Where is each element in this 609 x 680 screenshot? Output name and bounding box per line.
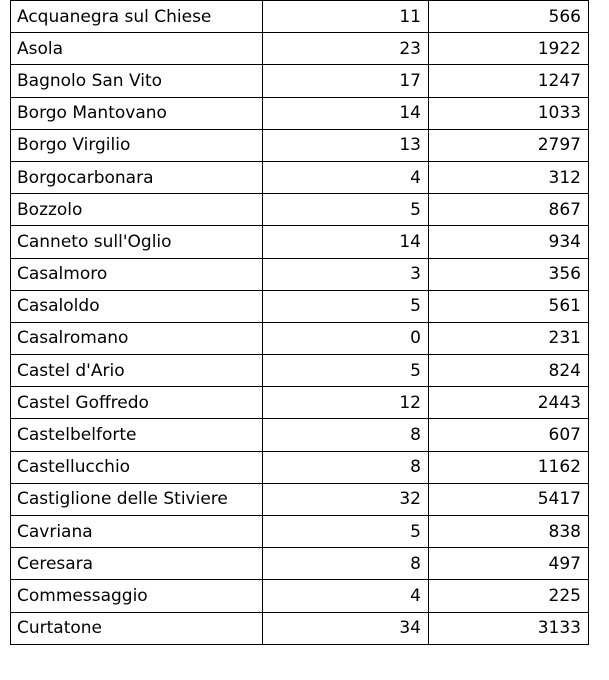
value-column-2: 2443 xyxy=(428,386,589,420)
municipality-name: Borgocarbonara xyxy=(10,160,263,195)
table-row: Bozzolo 5 867 xyxy=(10,193,589,227)
table-row: Castel Goffredo 12 2443 xyxy=(10,386,589,420)
value-column-1: 4 xyxy=(262,160,429,195)
table-row: Commessaggio 4 225 xyxy=(10,579,589,613)
value-column-1: 11 xyxy=(262,0,429,34)
municipality-name: Castellucchio xyxy=(10,450,263,484)
value-column-1: 34 xyxy=(262,611,429,645)
value-column-2: 1162 xyxy=(428,450,589,484)
table-row: Castelbelforte 8 607 xyxy=(10,418,589,452)
value-column-1: 4 xyxy=(262,579,429,613)
table-row: Cavriana 5 838 xyxy=(10,514,589,549)
municipality-name: Casaloldo xyxy=(10,289,263,323)
value-column-2: 1247 xyxy=(428,64,589,98)
value-column-1: 12 xyxy=(262,386,429,420)
value-column-1: 0 xyxy=(262,321,429,356)
value-column-1: 23 xyxy=(262,32,429,66)
value-column-2: 2797 xyxy=(428,128,589,162)
municipality-name: Acquanegra sul Chiese xyxy=(10,0,263,34)
value-column-1: 5 xyxy=(262,193,429,227)
value-column-1: 8 xyxy=(262,450,429,484)
table-row: Acquanegra sul Chiese 11 566 xyxy=(10,0,589,34)
value-column-1: 8 xyxy=(262,418,429,452)
table-row: Castiglione delle Stiviere 32 5417 xyxy=(10,482,589,517)
value-column-1: 5 xyxy=(262,514,429,549)
value-column-2: 566 xyxy=(428,0,589,34)
value-column-2: 607 xyxy=(428,418,589,452)
table-row: Casalmoro 3 356 xyxy=(10,257,589,291)
municipality-name: Bagnolo San Vito xyxy=(10,64,263,98)
value-column-2: 356 xyxy=(428,257,589,291)
municipality-name: Casalmoro xyxy=(10,257,263,291)
municipality-name: Curtatone xyxy=(10,611,263,645)
value-column-2: 312 xyxy=(428,160,589,195)
value-column-2: 497 xyxy=(428,547,589,581)
municipality-table: Acquanegra sul Chiese 11 566 Asola 23 1922 B… xyxy=(10,0,589,645)
value-column-2: 5417 xyxy=(428,482,589,517)
municipality-name: Castel Goffredo xyxy=(10,386,263,420)
table-row: Curtatone 34 3133 xyxy=(10,611,589,645)
value-column-1: 5 xyxy=(262,289,429,323)
table-row: Asola 23 1922 xyxy=(10,32,589,66)
value-column-2: 1033 xyxy=(428,96,589,130)
value-column-2: 225 xyxy=(428,579,589,613)
table-row: Borgocarbonara 4 312 xyxy=(10,160,589,195)
table-row: Castellucchio 8 1162 xyxy=(10,450,589,484)
municipality-name: Commessaggio xyxy=(10,579,263,613)
value-column-2: 838 xyxy=(428,514,589,549)
value-column-2: 824 xyxy=(428,354,589,388)
municipality-name: Casalromano xyxy=(10,321,263,356)
value-column-1: 32 xyxy=(262,482,429,517)
municipality-name: Bozzolo xyxy=(10,193,263,227)
municipality-name: Castiglione delle Stiviere xyxy=(10,482,263,517)
table-row: Borgo Virgilio 13 2797 xyxy=(10,128,589,162)
table-row: Ceresara 8 497 xyxy=(10,547,589,581)
value-column-1: 14 xyxy=(262,96,429,130)
municipality-name: Canneto sull'Oglio xyxy=(10,225,263,259)
municipality-name: Ceresara xyxy=(10,547,263,581)
value-column-1: 5 xyxy=(262,354,429,388)
value-column-1: 14 xyxy=(262,225,429,259)
municipality-name: Borgo Mantovano xyxy=(10,96,263,130)
value-column-2: 934 xyxy=(428,225,589,259)
table-row: Castel d'Ario 5 824 xyxy=(10,354,589,388)
table-row: Bagnolo San Vito 17 1247 xyxy=(10,64,589,98)
table-row: Casalromano 0 231 xyxy=(10,321,589,356)
value-column-2: 561 xyxy=(428,289,589,323)
value-column-2: 1922 xyxy=(428,32,589,66)
value-column-1: 13 xyxy=(262,128,429,162)
table-body: Acquanegra sul Chiese 11 566 Asola 23 1922 B… xyxy=(10,0,589,645)
municipality-name: Borgo Virgilio xyxy=(10,128,263,162)
value-column-2: 3133 xyxy=(428,611,589,645)
value-column-1: 17 xyxy=(262,64,429,98)
table-row: Casaloldo 5 561 xyxy=(10,289,589,323)
municipality-name: Castelbelforte xyxy=(10,418,263,452)
municipality-name: Castel d'Ario xyxy=(10,354,263,388)
value-column-2: 867 xyxy=(428,193,589,227)
table-row: Canneto sull'Oglio 14 934 xyxy=(10,225,589,259)
value-column-1: 8 xyxy=(262,547,429,581)
table-row: Borgo Mantovano 14 1033 xyxy=(10,96,589,130)
value-column-2: 231 xyxy=(428,321,589,356)
municipality-name: Cavriana xyxy=(10,514,263,549)
municipality-name: Asola xyxy=(10,32,263,66)
value-column-1: 3 xyxy=(262,257,429,291)
